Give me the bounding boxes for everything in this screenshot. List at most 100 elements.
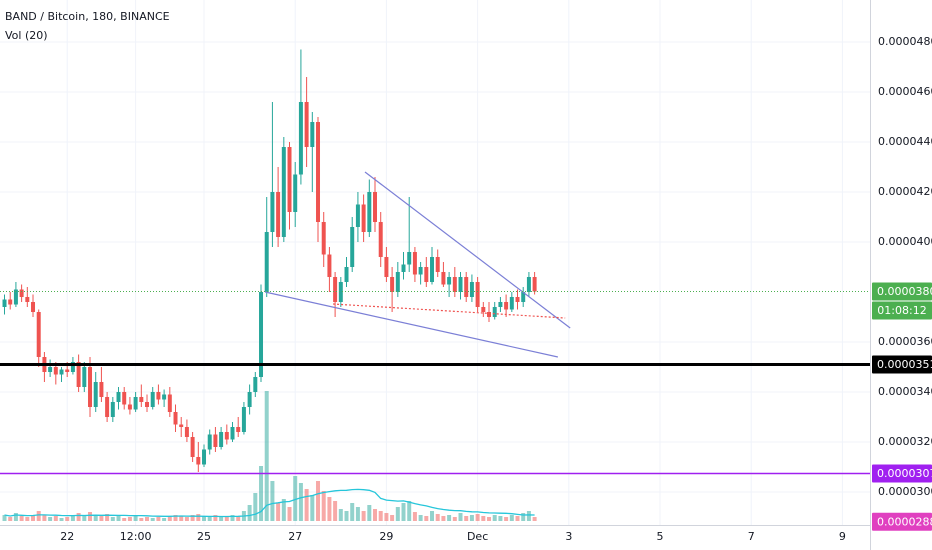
candle-body <box>241 407 246 432</box>
volume-bar <box>2 515 7 521</box>
volume-bar <box>8 517 13 521</box>
volume-bar <box>321 491 326 521</box>
candle-body <box>31 302 36 312</box>
candle-body <box>469 282 474 297</box>
candle-body <box>99 382 104 397</box>
volume-bar <box>338 509 343 521</box>
candle-body <box>13 289 18 305</box>
volume-bar <box>310 495 315 521</box>
volume-bar <box>156 517 161 521</box>
volume-bar <box>418 515 423 521</box>
volume-bar <box>207 517 212 521</box>
candle-body <box>481 307 486 312</box>
candle-body <box>122 392 127 405</box>
volume-bar <box>253 493 258 521</box>
volume-bar <box>390 515 395 521</box>
candle-body <box>395 272 400 292</box>
candle-body <box>407 252 412 265</box>
candle-body <box>316 122 321 222</box>
volume-bar <box>82 516 87 521</box>
candle-body <box>48 367 53 372</box>
volume-bar <box>276 503 281 521</box>
volume-bar <box>395 507 400 521</box>
y-tick-label: 0.00003000 <box>878 485 932 498</box>
candle-body <box>304 102 309 147</box>
x-tick-label: 7 <box>748 530 755 543</box>
candle-body <box>401 264 406 272</box>
volume-bar <box>196 514 201 521</box>
candle-body <box>59 369 64 375</box>
volume-bar <box>498 516 503 521</box>
price-label-box <box>872 355 932 374</box>
volume-bar <box>481 516 486 521</box>
candle-body <box>8 299 13 305</box>
candle-body <box>350 227 355 267</box>
candle-body <box>19 289 24 297</box>
candle-body <box>207 434 212 450</box>
volume-bar <box>167 516 172 521</box>
countdown-box <box>872 301 932 320</box>
volume-bar <box>19 516 24 521</box>
volume-bar <box>469 515 474 521</box>
candle-body <box>475 282 480 307</box>
candle-body <box>190 437 195 457</box>
candle-body <box>213 434 218 447</box>
volume-bar <box>401 503 406 521</box>
volume-bar <box>99 516 104 521</box>
candle-body <box>82 367 87 387</box>
y-tick-label: 0.00004800 <box>878 35 932 48</box>
candle-body <box>173 412 178 425</box>
candle-body <box>88 367 93 407</box>
candle-body <box>287 147 292 212</box>
volume-bar <box>447 515 452 521</box>
volume-bar <box>13 513 18 521</box>
x-tick-label: 29 <box>379 530 393 543</box>
candle-body <box>127 404 132 410</box>
candle-body <box>156 392 161 400</box>
candle-body <box>281 147 286 237</box>
candle-body <box>447 277 452 285</box>
volume-bar <box>521 513 526 521</box>
candle-body <box>93 382 98 407</box>
candle-body <box>105 397 110 417</box>
candle-body <box>487 312 492 317</box>
x-tick-label: 5 <box>657 530 664 543</box>
volume-bar <box>293 476 298 521</box>
candle-body <box>25 297 30 302</box>
plot <box>0 49 870 521</box>
candle-body <box>373 192 378 222</box>
volume-bar <box>179 516 184 521</box>
price-label: 0.00003802 <box>877 285 932 298</box>
candle-body <box>390 277 395 292</box>
volume-bar <box>173 515 178 521</box>
candle-body <box>435 257 440 272</box>
candle-body <box>276 192 281 237</box>
candle-body <box>293 174 298 212</box>
volume-bar <box>202 516 207 521</box>
volume-bar <box>93 515 98 521</box>
volume-bar <box>247 505 252 521</box>
candle-body <box>310 122 315 147</box>
volume-bar <box>316 481 321 521</box>
candle-body <box>521 292 526 302</box>
candle-body <box>338 282 343 302</box>
candle-body <box>464 277 469 297</box>
y-tick-label: 0.00004400 <box>878 135 932 148</box>
volume-bar <box>127 517 132 521</box>
trendline <box>364 171 571 329</box>
candle-body <box>110 402 115 417</box>
candle-body <box>412 252 417 275</box>
volume-bar <box>88 512 93 521</box>
volume-bar <box>424 516 429 521</box>
volume-bar <box>350 503 355 521</box>
volume-bar <box>59 518 64 521</box>
volume-bar <box>25 517 30 521</box>
volume-bar <box>367 505 372 521</box>
candle-body <box>418 267 423 275</box>
candle-body <box>36 312 41 357</box>
candle-body <box>65 369 70 372</box>
countdown: 01:08:12 <box>877 304 926 317</box>
candle-body <box>253 377 258 392</box>
volume-bar <box>464 516 469 521</box>
volume-bar <box>532 517 537 521</box>
